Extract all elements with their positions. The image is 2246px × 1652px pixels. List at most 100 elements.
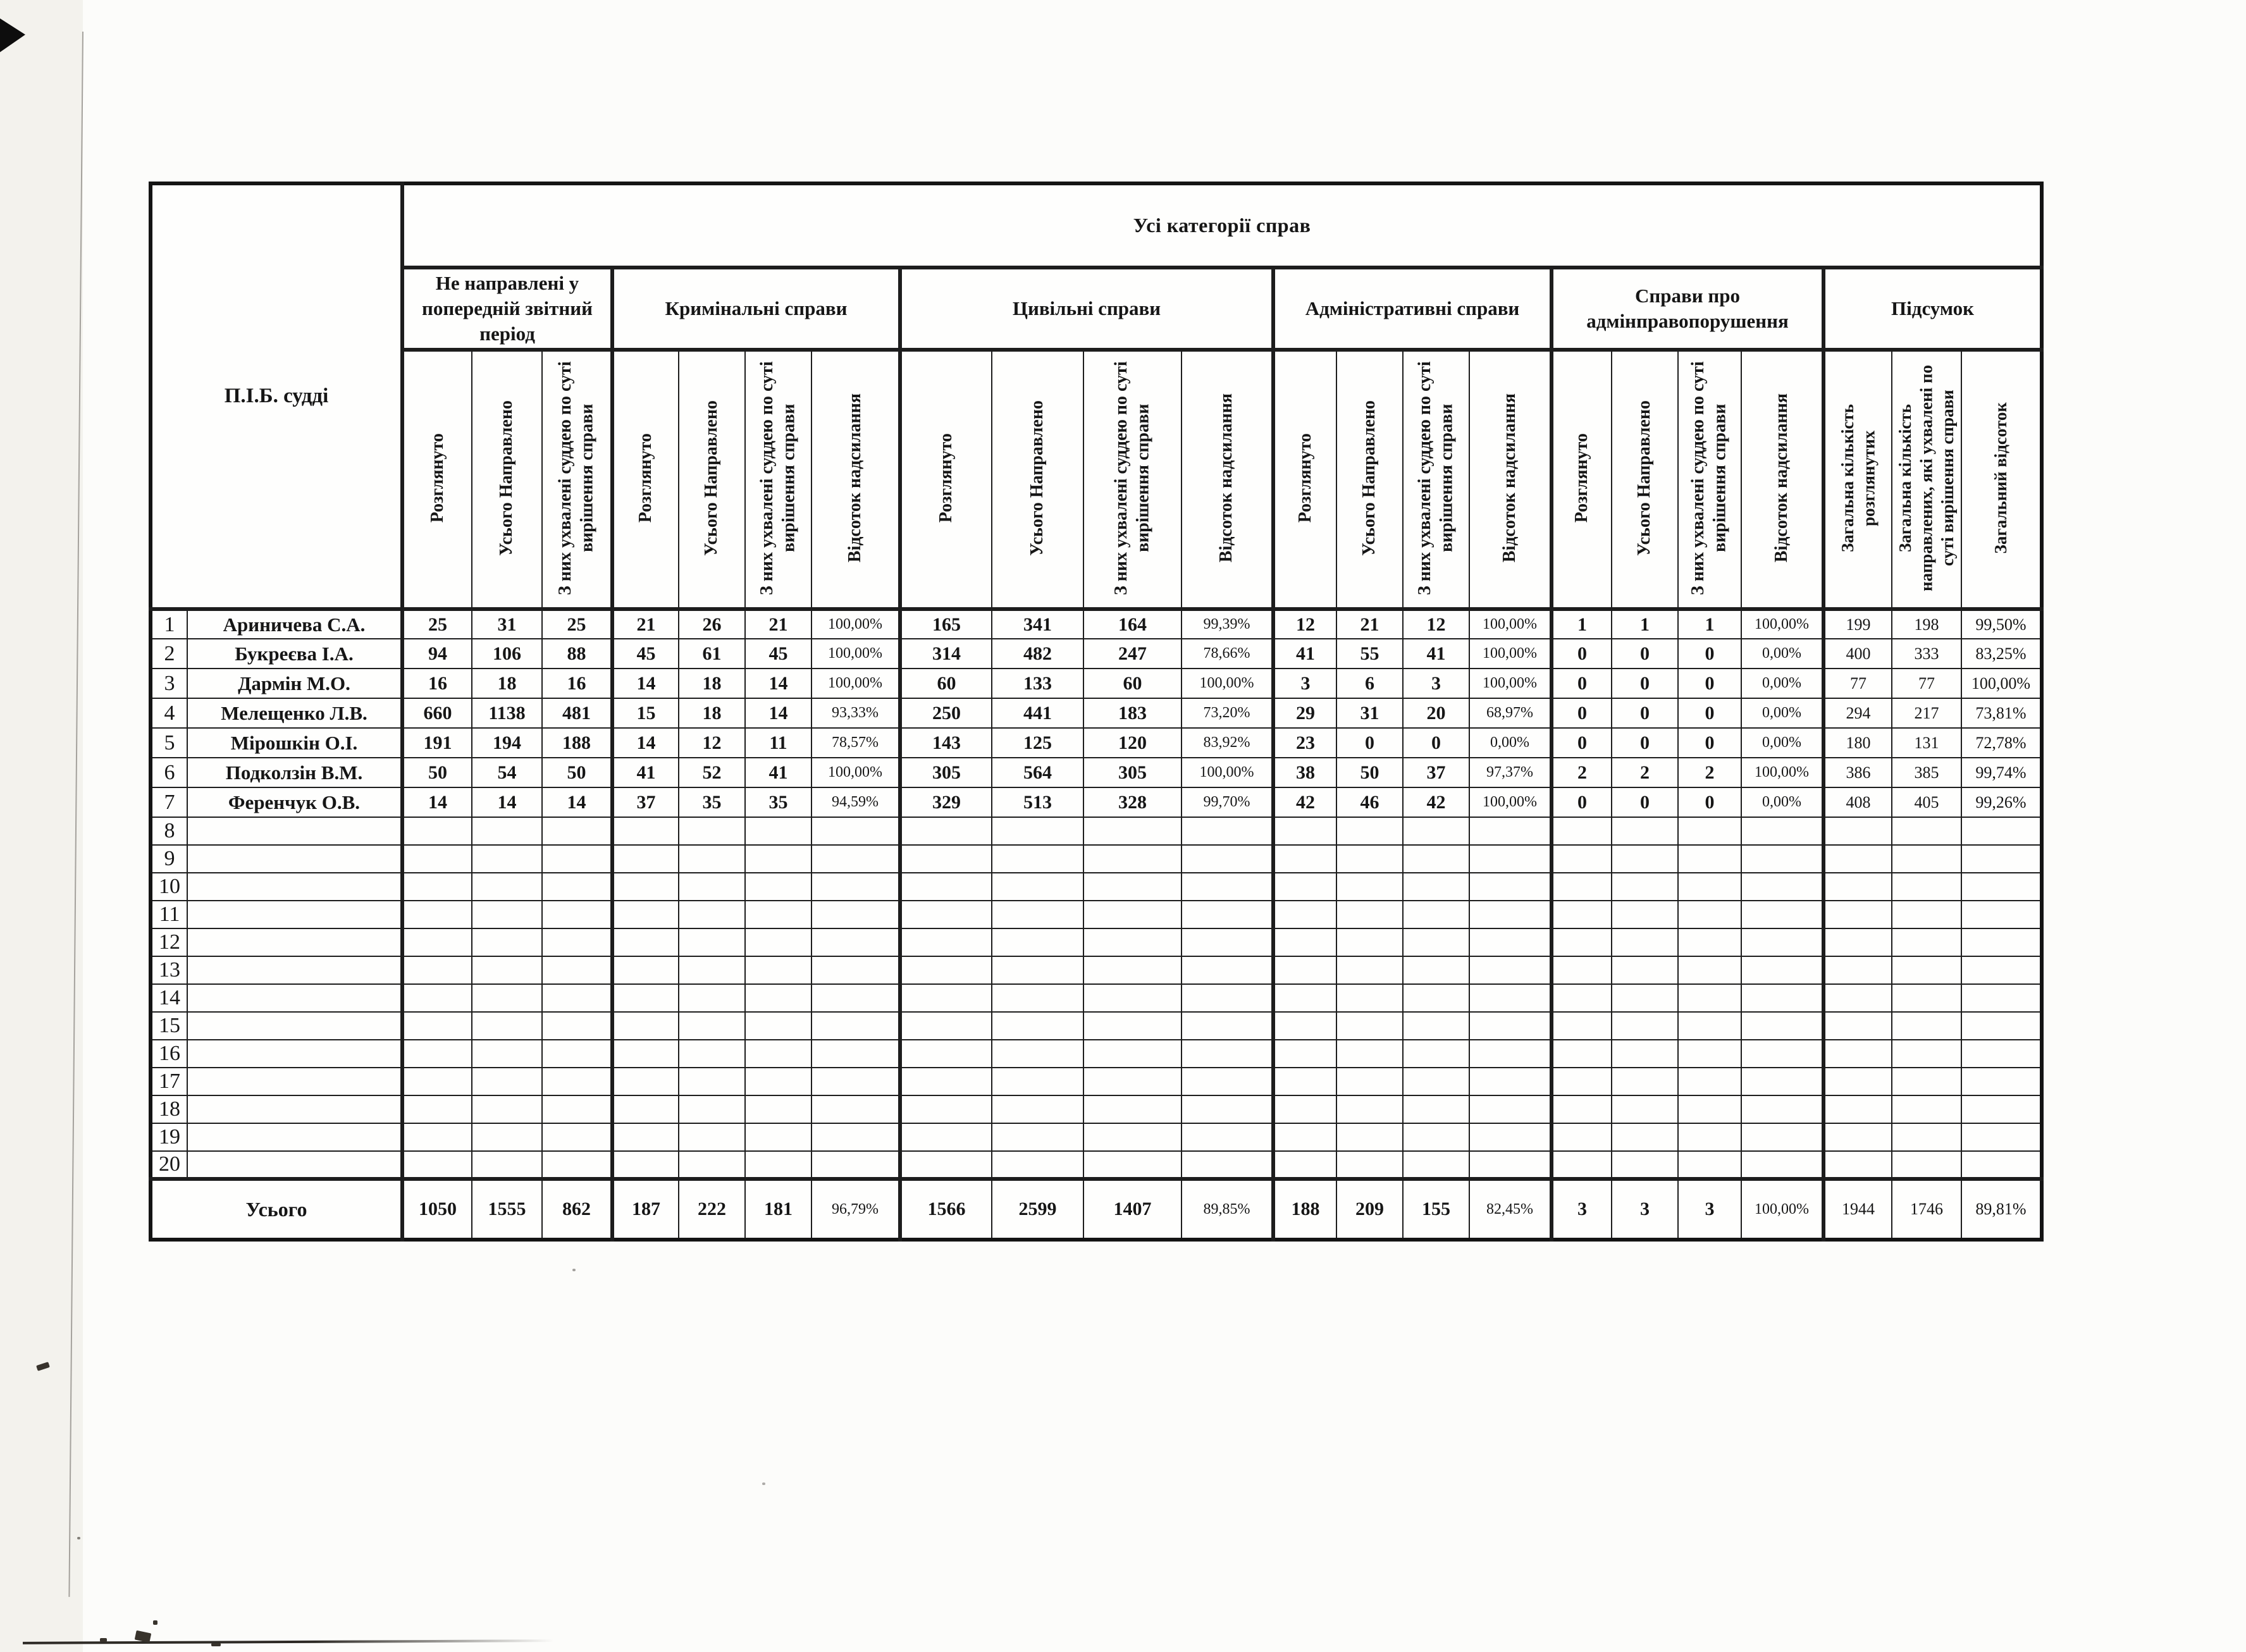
value-cell: [1822, 900, 1892, 929]
value-cell: [1677, 872, 1742, 901]
row-number-cell: 8: [150, 817, 188, 846]
value-cell: [1271, 900, 1337, 929]
value-cell: 133: [991, 668, 1084, 699]
value-cell: 93,33%: [811, 698, 901, 729]
value-cell: [744, 872, 812, 901]
value-cell: 14: [610, 727, 679, 758]
value-cell: 0: [1677, 787, 1742, 818]
value-cell: [1469, 1039, 1552, 1068]
value-cell: 100,00%: [1741, 757, 1824, 788]
rotated-column-header: Усього Направлено: [471, 349, 543, 611]
value-cell: [991, 1150, 1084, 1180]
row-number-cell: 9: [150, 844, 188, 873]
value-cell: [898, 872, 992, 901]
value-cell: 12: [1271, 608, 1337, 639]
value-cell: [1083, 983, 1182, 1013]
value-cell: [1083, 928, 1182, 957]
value-cell: [1336, 1039, 1404, 1068]
column-header-label: Відсоток надсилання: [1216, 393, 1237, 563]
value-cell: 1: [1677, 608, 1742, 639]
value-cell: 60: [898, 668, 992, 699]
value-cell: [898, 1123, 992, 1152]
value-cell: [400, 1123, 472, 1152]
value-cell: 31: [1336, 698, 1404, 729]
value-cell: 0: [1677, 638, 1742, 669]
value-cell: 100,00%: [1469, 787, 1552, 818]
row-number-cell: 20: [150, 1150, 188, 1180]
value-cell: 78,57%: [811, 727, 901, 758]
empty-table-row: 19: [150, 1123, 2043, 1152]
value-cell: [610, 956, 679, 985]
value-cell: [1083, 1095, 1182, 1124]
value-cell: [898, 1150, 992, 1180]
value-cell: [898, 928, 992, 957]
column-header-label: Усього Направлено: [497, 400, 517, 556]
value-cell: [898, 1011, 992, 1040]
value-cell: [541, 872, 613, 901]
value-cell: 12: [678, 727, 746, 758]
value-cell: [471, 900, 543, 929]
table-row: 7 Ференчук О.В. 14 14 14 37 35 35 94,59% 329 513 32…: [150, 787, 2043, 818]
value-cell: 0: [1550, 727, 1612, 758]
judge-name-cell: [187, 1011, 403, 1040]
row-number-cell: 5: [150, 727, 188, 758]
value-cell: [1336, 872, 1404, 901]
value-cell: [610, 844, 679, 873]
value-cell: [610, 983, 679, 1013]
total-value-cell: 89,81%: [1960, 1177, 2043, 1240]
value-cell: [1402, 872, 1470, 901]
value-cell: [811, 1150, 901, 1180]
value-cell: 77: [1822, 668, 1892, 699]
row-number-cell: 10: [150, 872, 188, 901]
value-cell: [1611, 928, 1679, 957]
rotated-column-header: Розглянуто: [610, 349, 679, 611]
value-cell: [1741, 900, 1824, 929]
value-cell: 14: [744, 698, 812, 729]
empty-table-row: 11: [150, 900, 2043, 929]
value-cell: [744, 1039, 812, 1068]
value-cell: [400, 1011, 472, 1040]
value-cell: 1138: [471, 698, 543, 729]
empty-table-row: 16: [150, 1039, 2043, 1068]
value-cell: [1891, 956, 1962, 985]
value-cell: 21: [744, 608, 812, 639]
value-cell: 45: [610, 638, 679, 669]
value-cell: [1181, 844, 1274, 873]
value-cell: 513: [991, 787, 1084, 818]
value-cell: [744, 1123, 812, 1152]
value-cell: [1891, 1123, 1962, 1152]
value-cell: 52: [678, 757, 746, 788]
value-cell: [1960, 956, 2043, 985]
value-cell: [898, 1095, 992, 1124]
value-cell: [898, 900, 992, 929]
value-cell: [1741, 956, 1824, 985]
value-cell: 14: [541, 787, 613, 818]
value-cell: 0: [1550, 698, 1612, 729]
value-cell: 99,70%: [1181, 787, 1274, 818]
value-cell: [678, 956, 746, 985]
value-cell: [744, 817, 812, 846]
value-cell: [1271, 1123, 1337, 1152]
value-cell: [1822, 1095, 1892, 1124]
value-cell: [1402, 817, 1470, 846]
rotated-column-header: З них ухвалені суддею по суті вирішення …: [541, 349, 613, 611]
all-categories-header: Усі категорії справ: [400, 183, 2043, 269]
scan-speck: [153, 1620, 157, 1625]
header-row-span: П.І.Б. судді Усі категорії справ: [150, 183, 2043, 611]
value-cell: [1822, 872, 1892, 901]
value-cell: [991, 928, 1084, 957]
value-cell: 50: [400, 757, 472, 788]
value-cell: [811, 844, 901, 873]
column-header-label: Розглянуто: [1295, 433, 1315, 523]
value-cell: [991, 956, 1084, 985]
value-cell: [1550, 844, 1612, 873]
value-cell: [1960, 983, 2043, 1013]
value-cell: [744, 956, 812, 985]
value-cell: 143: [898, 727, 992, 758]
judge-name-cell: Мірошкін О.І.: [187, 727, 403, 758]
value-cell: 0,00%: [1469, 727, 1552, 758]
value-cell: [991, 1067, 1084, 1096]
value-cell: [1611, 872, 1679, 901]
value-cell: 99,39%: [1181, 608, 1274, 639]
